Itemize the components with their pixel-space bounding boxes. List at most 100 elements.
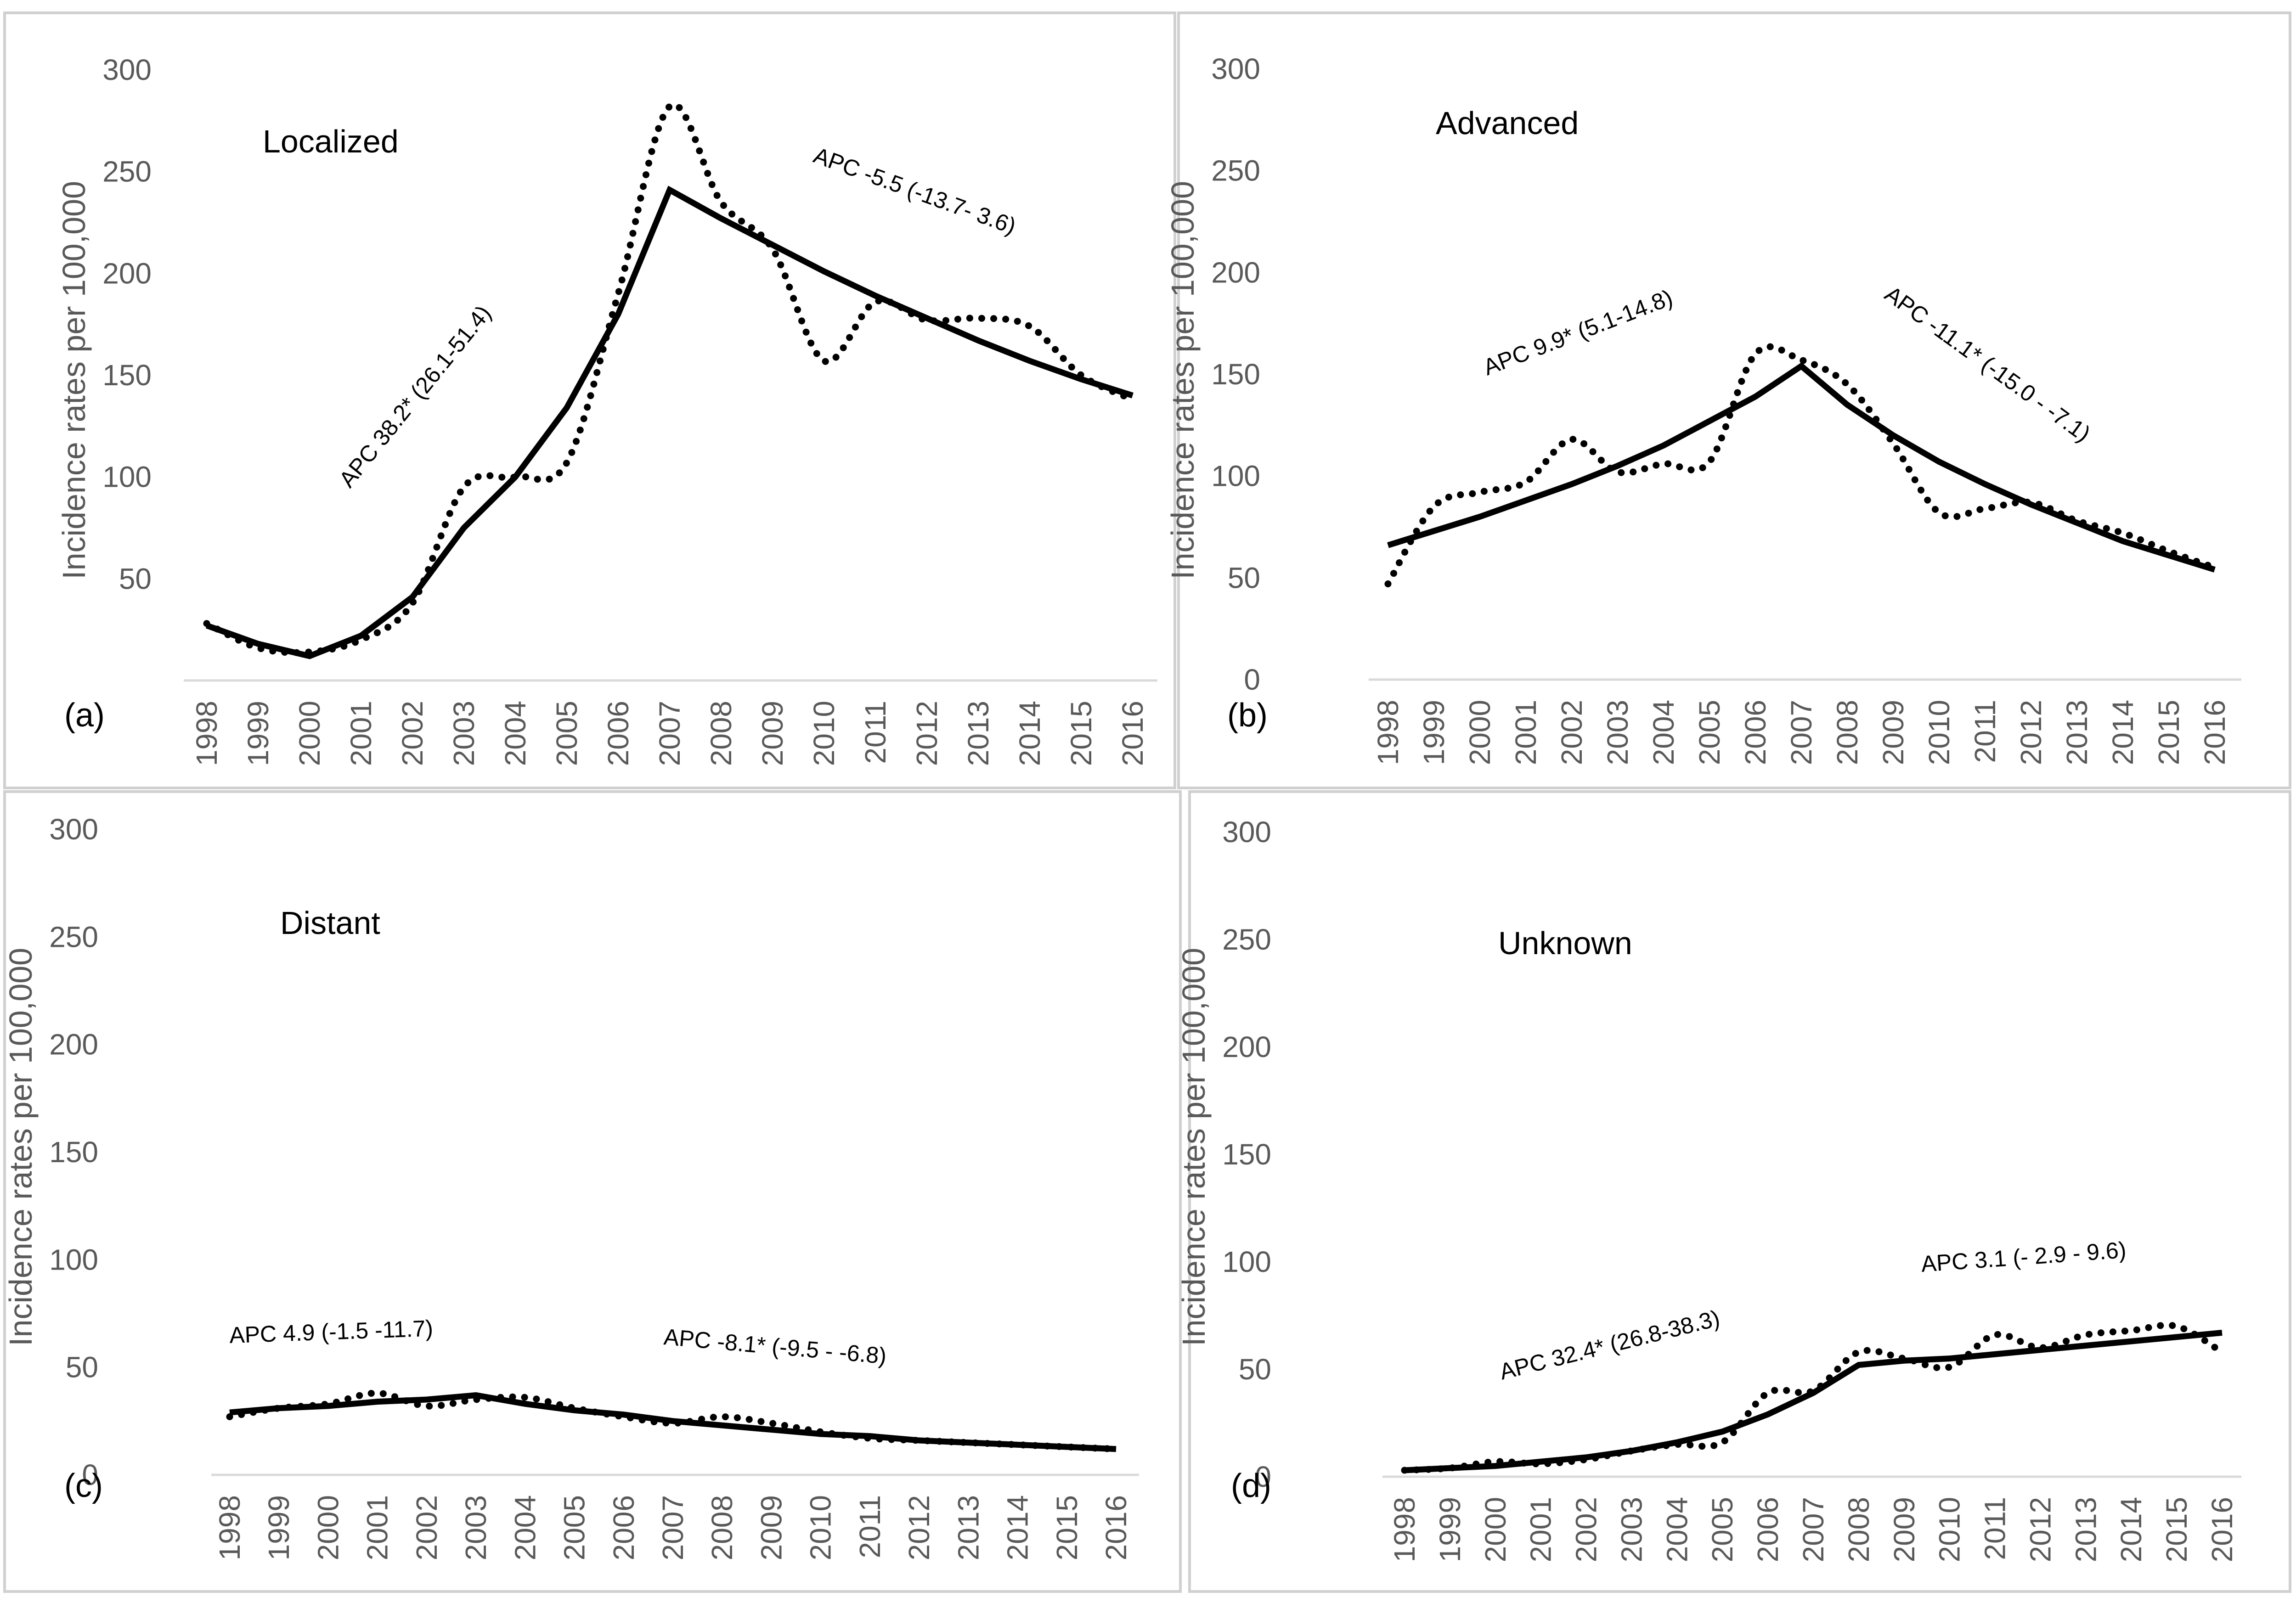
panel-c-y-tick-0: 0 [82,1458,98,1491]
panel-d-x-tick-2007: 2007 [1797,1497,1830,1562]
panel-d-y-tick-250: 250 [1222,923,1271,956]
panel-b-apc-rising: APC 9.9* (5.1-14.8) [1480,285,1676,381]
panel-c-x-tick-2005: 2005 [558,1495,591,1560]
panel-b-x-tick-2000: 2000 [1463,700,1496,765]
panel-c-x-tick-2016: 2016 [1100,1495,1133,1560]
panel-a-x-tick-2001: 2001 [344,701,378,766]
panel-d-y-tick-150: 150 [1222,1138,1271,1171]
panel-d-apc-rising: APC 32.4* (26.8-38.3) [1497,1305,1722,1384]
panel-b-x-tick-2010: 2010 [1923,700,1956,765]
panel-b-y-tick-250: 250 [1211,154,1260,187]
panel-a-x-tick-2007: 2007 [653,701,686,766]
panel-d-y-tick-300: 300 [1222,815,1271,849]
panel-a-x-tick-2005: 2005 [550,701,583,766]
panel-c-apc-rising: APC 4.9 (-1.5 -11.7) [229,1316,433,1348]
panel-c-x-tick-2009: 2009 [755,1495,788,1560]
panel-b-x-tick-2003: 2003 [1601,700,1634,765]
panel-a-x-tick-2003: 2003 [447,701,480,766]
panel-d-x-tick-2015: 2015 [2160,1497,2193,1562]
panel-b-x-tick-2004: 2004 [1647,700,1680,765]
panel-b-apc-falling: APC -11.1* (-15.0 - -7.1) [1880,281,2095,447]
panel-d-x-tick-1999: 1999 [1433,1497,1467,1562]
panel-c-y-tick-50: 50 [66,1351,98,1384]
panel-a-y-tick-100: 100 [102,461,152,494]
panel-d-x-tick-2016: 2016 [2206,1497,2239,1562]
panel-b-y-tick-50: 50 [1228,561,1260,594]
panel-a-y-tick-250: 250 [102,155,152,188]
panel-a-x-tick-2000: 2000 [293,701,326,766]
panel-b-x-tick-2006: 2006 [1739,700,1772,765]
panel-c: 0 50 100 150 200 250 300 1998 1999 2000 2001 2002 20… [3,790,1182,1593]
panel-a-x-tick-2006: 2006 [602,701,635,766]
panel-a-x-tick-2012: 2012 [910,701,943,766]
panel-a-x-tick-2013: 2013 [962,701,995,766]
panel-d-x-tick-2011: 2011 [1979,1497,2012,1560]
panel-d-x-tick-2001: 2001 [1524,1497,1557,1562]
panel-c-x-tick-2003: 2003 [459,1495,492,1560]
panel-d-plot: 0 50 100 150 200 250 300 1998 1999 2000 2001 2002 20… [1176,815,2241,1562]
panel-a-x-tick-2008: 2008 [705,701,738,766]
panel-b-frame [1177,11,2291,789]
panel-d-x-tick-2013: 2013 [2069,1497,2102,1562]
panel-a-y-tick-50: 50 [119,562,152,595]
panel-b-x-tick-2009: 2009 [1877,700,1910,765]
panel-a-x-tick-1998: 1998 [190,701,223,766]
panel-d-y-tick-100: 100 [1222,1245,1271,1278]
panel-a-fitted-series [205,186,1134,659]
panel-d-x-tick-2005: 2005 [1706,1497,1739,1562]
panel-d-y-axis-label: Incidence rates per 100,000 [1176,948,1212,1346]
panel-a-apc-rising: APC 38.2* (26.1-51.4) [334,300,496,492]
panel-b-plot: 0 50 100 150 200 250 300 1998 1999 2000 2001 2002 20… [1165,52,2241,765]
panel-b-x-tick-2012: 2012 [2014,700,2048,765]
panel-b-x-tick-2013: 2013 [2060,700,2093,765]
panel-c-title: Distant [280,905,380,941]
panel-a-x-tick-1999: 1999 [242,701,275,766]
panel-a-frame [3,11,1176,789]
panel-b-observed-series [1384,343,2218,588]
panel-c-fitted-series [229,1392,1117,1452]
panel-d-x-tick-2014: 2014 [2115,1497,2148,1562]
panel-a-x-tick-2009: 2009 [756,701,789,766]
panel-b-y-tick-150: 150 [1211,358,1260,391]
panel-d-x-tick-2006: 2006 [1751,1497,1784,1562]
panel-c-y-tick-200: 200 [49,1028,98,1061]
panel-c-y-tick-150: 150 [49,1136,98,1169]
panel-b: 0 50 100 150 200 250 300 1998 1999 2000 2001 2002 20… [1165,11,2291,789]
panel-d-x-tick-2003: 2003 [1615,1497,1648,1562]
panel-c-x-tick-2013: 2013 [952,1495,985,1560]
panel-b-fitted-series [1387,362,2216,573]
panel-a-x-tick-2011: 2011 [859,701,892,764]
panel-c-x-tick-2002: 2002 [410,1495,443,1560]
panel-d-x-tick-2009: 2009 [1888,1497,1921,1562]
panel-b-y-tick-100: 100 [1211,460,1260,493]
panel-b-x-tick-2016: 2016 [2198,700,2231,765]
panel-b-y-tick-0: 0 [1244,663,1260,696]
panel-b-x-tick-1998: 1998 [1371,700,1405,765]
panel-a-y-axis-label: Incidence rates per 100,000 [56,181,92,579]
panel-c-x-tick-2014: 2014 [1001,1495,1034,1560]
panel-d-x-tick-2000: 2000 [1479,1497,1512,1562]
panel-c-y-tick-300: 300 [49,813,98,846]
panel-c-x-tick-2007: 2007 [656,1495,689,1560]
panel-c-tag: (c) [64,1468,103,1504]
panel-a-x-tick-2004: 2004 [499,701,532,766]
panel-c-plot: 0 50 100 150 200 250 300 1998 1999 2000 2001 2002 20… [3,813,1139,1560]
panel-d-x-tick-2012: 2012 [2024,1497,2057,1562]
panel-a-y-tick-200: 200 [102,257,152,290]
panel-a-x-tick-2016: 2016 [1116,701,1149,766]
panel-b-y-tick-300: 300 [1211,52,1260,85]
panel-a: 50 100 150 200 250 300 1998 1999 2000 2001 2002 200… [3,11,1176,789]
panel-b-x-tick-1999: 1999 [1417,700,1450,765]
panel-b-y-tick-200: 200 [1211,256,1260,289]
panel-a-apc-falling: APC -5.5 (-13.7- 3.6) [810,142,1019,239]
panel-b-y-axis-label: Incidence rates per 100,000 [1165,181,1201,579]
panel-c-x-tick-2008: 2008 [705,1495,739,1560]
panel-d-x-tick-2010: 2010 [1933,1497,1966,1562]
panel-d-tag: (d) [1231,1468,1271,1504]
panel-c-x-tick-2006: 2006 [607,1495,640,1560]
panel-a-title: Localized [263,124,399,159]
panel-b-x-tick-2014: 2014 [2106,700,2139,765]
panel-b-tag: (b) [1227,697,1268,734]
panel-c-apc-falling: APC -8.1* (-9.5 - -6.8) [663,1324,887,1369]
panel-c-y-axis-label: Incidence rates per 100,000 [3,948,39,1346]
